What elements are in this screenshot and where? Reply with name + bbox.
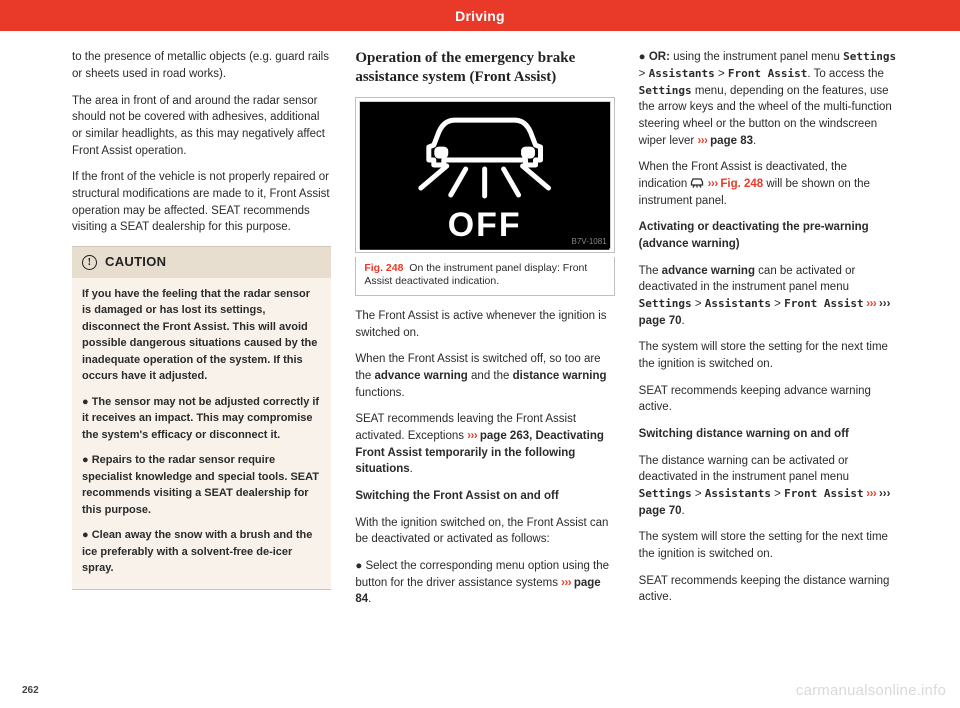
caution-item: ● The sensor may not be adjusted correct… [82,394,321,444]
para: When the Front Assist is deactivated, th… [639,159,898,209]
text: The distance warning can be activated or… [639,455,849,484]
figure-frame: OFF B7V-1081 [355,97,614,253]
para: SEAT recommends leaving the Front Assist… [355,411,614,478]
caution-label: CAUTION [105,253,166,272]
para: The area in front of and around the rada… [72,93,331,160]
section-heading: Operation of the emergency brake assista… [355,49,614,87]
para: to the presence of metallic objects (e.g… [72,49,331,82]
menu-path: Front Assist [784,297,863,310]
caution-heading: ! CAUTION [72,247,331,278]
front-assist-off-icon: OFF [360,102,609,250]
para: The distance warning can be activated or… [639,453,898,520]
menu-path: Settings [843,50,896,63]
text-bold: distance warning [513,370,607,382]
menu-path: Assistants [649,67,715,80]
subheading: Switching distance warning on and off [639,426,898,443]
text: . [681,505,684,517]
caution-box: ! CAUTION If you have the feeling that t… [72,246,331,590]
para: SEAT recommends keeping the distance war… [639,573,898,606]
para: The system will store the setting for th… [639,339,898,372]
figure-display: OFF [359,101,610,249]
figure-code: B7V-1081 [572,236,607,248]
menu-sep: > [715,68,728,80]
menu-path: Assistants [705,297,771,310]
para: ● OR: using the instrument panel menu Se… [639,49,898,149]
page-body: to the presence of metallic objects (e.g… [0,31,960,646]
text: The [639,265,662,277]
menu-sep: > [639,68,649,80]
page-ref: ››› [561,577,574,589]
figure-number: Fig. 248 [364,262,403,274]
text: . [753,135,756,147]
menu-sep: > [771,298,784,310]
para: With the ignition switched on, the Front… [355,515,614,548]
page-ref: ››› [864,298,879,310]
page-ref: ››› [864,488,879,500]
para: The advance warning can be activated or … [639,263,898,330]
page-number: 262 [22,684,39,699]
caution-body: If you have the feeling that the radar s… [72,278,331,589]
caution-icon: ! [82,255,97,270]
para: The system will store the setting for th… [639,529,898,562]
para: The Front Assist is active whenever the … [355,308,614,341]
figure-caption: Fig. 248 On the instrument panel display… [355,257,614,296]
subheading: Activating or deactivating the pre-warni… [639,219,898,252]
menu-path: Settings [639,84,692,97]
menu-path: Assistants [705,487,771,500]
page-ref: ››› [697,135,710,147]
text: . [681,315,684,327]
caution-item: ● Repairs to the radar sensor require sp… [82,452,321,518]
page-ref-text: page 83 [710,135,753,147]
menu-path: Front Assist [784,487,863,500]
page-ref: ››› [467,430,480,442]
text-bold: advance warning [375,370,468,382]
off-label: OFF [448,206,522,244]
caution-item: If you have the feeling that the radar s… [82,286,321,385]
para: If the front of the vehicle is not prope… [72,169,331,236]
column-1: to the presence of metallic objects (e.g… [72,49,331,618]
menu-sep: > [692,488,705,500]
car-inline-icon [690,177,704,188]
text: using the instrument panel menu [670,51,843,63]
menu-path: Settings [639,297,692,310]
menu-path: Settings [639,487,692,500]
fig-ref: Fig. 248 [720,178,763,190]
subheading: Switching the Front Assist on and off [355,488,614,505]
text: and the [468,370,513,382]
column-3: ● OR: using the instrument panel menu Se… [639,49,898,618]
text: functions. [355,387,404,399]
menu-sep: > [692,298,705,310]
bullet-dot: ● [639,51,649,63]
text-bold: OR: [649,51,670,63]
fig-ref-arrows: ››› [708,178,721,190]
text: . To access the [807,68,884,80]
section-header: Driving [0,0,960,31]
text: . [368,593,371,605]
text: . [410,463,413,475]
caution-item: ● Clean away the snow with a brush and t… [82,527,321,577]
para: ● Select the corresponding menu option u… [355,558,614,608]
column-2: Operation of the emergency brake assista… [355,49,614,618]
text-bold: advance warning [662,265,755,277]
para: SEAT recommends keeping advance warning … [639,383,898,416]
menu-path: Front Assist [728,67,807,80]
watermark: carmanualsonline.info [796,680,946,702]
para: When the Front Assist is switched off, s… [355,351,614,401]
menu-sep: > [771,488,784,500]
